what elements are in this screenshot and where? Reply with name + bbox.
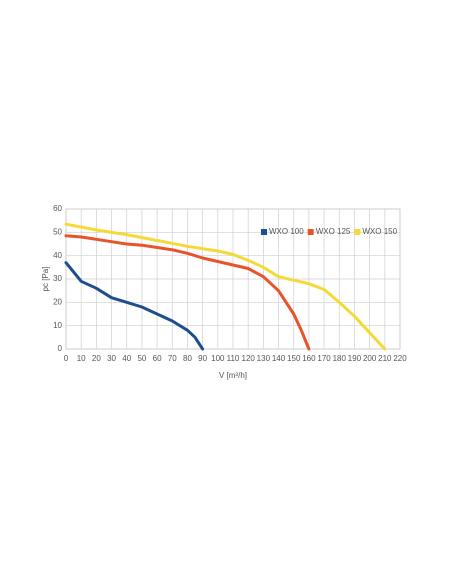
x-tick-label: 190 [348,354,362,363]
legend-swatch [307,229,314,235]
x-tick-label: 210 [378,354,392,363]
x-tick-label: 180 [333,354,347,363]
y-tick-label: 50 [53,227,62,236]
x-tick-label: 0 [64,354,69,363]
x-tick-label: 30 [107,354,116,363]
x-tick-label: 130 [257,354,271,363]
x-tick-label: 140 [272,354,286,363]
y-axis-label: pc [Pa] [41,267,50,292]
x-tick-label: 220 [393,354,407,363]
x-tick-label: 10 [77,354,86,363]
y-tick-label: 0 [58,344,63,353]
y-tick-label: 10 [53,321,62,330]
x-tick-label: 100 [211,354,225,363]
y-tick-label: 40 [53,251,62,260]
x-tick-label: 150 [287,354,301,363]
x-tick-label: 170 [317,354,331,363]
x-tick-label: 40 [122,354,131,363]
y-tick-label: 60 [53,204,62,213]
legend-label: WXO 150 [362,227,397,236]
x-tick-label: 20 [92,354,101,363]
x-tick-label: 90 [198,354,207,363]
x-tick-label: 70 [168,354,177,363]
series-line [64,261,205,351]
legend-label: WXO 125 [316,227,351,236]
x-tick-label: 110 [227,354,240,363]
x-tick-label: 60 [153,354,162,363]
y-tick-label: 20 [53,297,62,306]
legend-swatch [354,229,361,235]
legend-swatch [261,229,267,235]
x-tick-label: 50 [137,354,146,363]
y-tick-label: 30 [53,274,62,283]
series-line [64,234,311,351]
x-tick-label: 200 [363,354,377,363]
x-tick-label: 160 [302,354,316,363]
x-tick-label: 120 [242,354,256,363]
x-tick-label: 80 [183,354,192,363]
series-line [64,222,387,351]
x-axis-label: V [m³/h] [219,371,247,380]
legend-label: WXO 100 [269,227,304,236]
